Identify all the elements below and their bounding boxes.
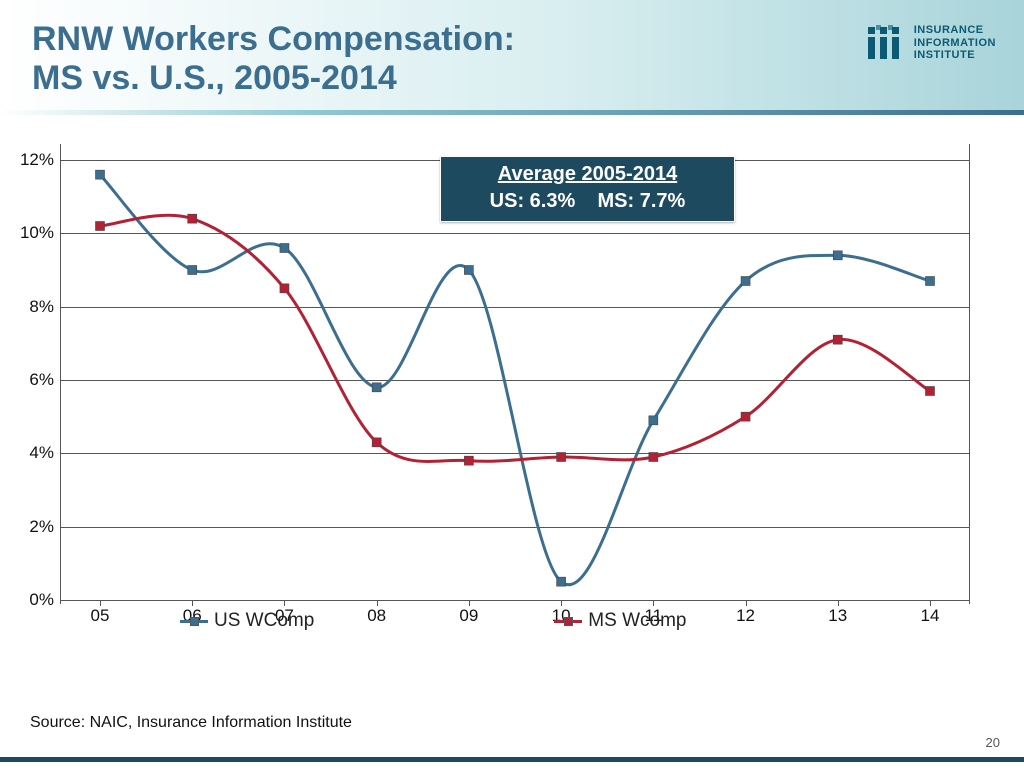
slide-header: RNW Workers Compensation: MS vs. U.S., 2… bbox=[0, 0, 1024, 110]
data-marker bbox=[280, 244, 289, 253]
x-tick-label: 14 bbox=[921, 600, 940, 626]
data-marker bbox=[464, 266, 473, 275]
x-tick-label: 05 bbox=[91, 600, 110, 626]
data-marker bbox=[464, 456, 473, 465]
average-title: Average 2005-2014 bbox=[453, 163, 722, 186]
y-tick-label: 8% bbox=[29, 297, 60, 317]
data-marker bbox=[741, 412, 750, 421]
footer-bar bbox=[0, 757, 1024, 762]
data-marker bbox=[926, 387, 935, 396]
y-tick-label: 0% bbox=[29, 590, 60, 610]
data-marker bbox=[372, 383, 381, 392]
data-marker bbox=[833, 251, 842, 260]
title-line-2: MS vs. U.S., 2005-2014 bbox=[32, 59, 992, 98]
legend-item-us: US WComp bbox=[180, 610, 314, 632]
y-tick-label: 12% bbox=[20, 150, 60, 170]
data-marker bbox=[280, 284, 289, 293]
header-underline bbox=[0, 110, 1024, 115]
logo-text-line: INSURANCE bbox=[914, 24, 996, 37]
logo-text-line: INFORMATION bbox=[914, 37, 996, 50]
iii-logo-text: INSURANCE INFORMATION INSTITUTE bbox=[914, 24, 996, 62]
data-marker bbox=[96, 222, 105, 231]
average-ms: MS: 7.7% bbox=[598, 190, 686, 212]
chart-legend: US WComp MS Wcomp bbox=[180, 610, 880, 632]
y-tick-label: 10% bbox=[20, 223, 60, 243]
logo-text-line: INSTITUTE bbox=[914, 49, 996, 62]
legend-label-us: US WComp bbox=[214, 610, 314, 632]
series-line bbox=[100, 175, 930, 585]
page-number: 20 bbox=[986, 735, 1000, 750]
y-tick-label: 2% bbox=[29, 517, 60, 537]
data-marker bbox=[372, 438, 381, 447]
line-chart: 0%2%4%6%8%10%12%05060708091011121314 bbox=[60, 160, 970, 600]
average-callout-box: Average 2005-2014 US: 6.3% MS: 7.7% bbox=[440, 156, 735, 222]
legend-label-ms: MS Wcomp bbox=[588, 610, 686, 632]
iii-logo: INSURANCE INFORMATION INSTITUTE bbox=[866, 24, 996, 62]
legend-swatch-us bbox=[180, 614, 208, 628]
average-values: US: 6.3% MS: 7.7% bbox=[453, 190, 722, 213]
title-line-1: RNW Workers Compensation: bbox=[32, 20, 992, 59]
average-us: US: 6.3% bbox=[490, 190, 576, 212]
data-marker bbox=[833, 335, 842, 344]
legend-item-ms: MS Wcomp bbox=[554, 610, 686, 632]
y-tick-label: 4% bbox=[29, 443, 60, 463]
legend-swatch-ms bbox=[554, 614, 582, 628]
data-marker bbox=[649, 416, 658, 425]
data-marker bbox=[557, 453, 566, 462]
data-marker bbox=[741, 277, 750, 286]
data-marker bbox=[926, 277, 935, 286]
data-marker bbox=[188, 266, 197, 275]
data-marker bbox=[188, 214, 197, 223]
source-caption: Source: NAIC, Insurance Information Inst… bbox=[30, 714, 352, 732]
y-tick-label: 6% bbox=[29, 370, 60, 390]
data-marker bbox=[649, 453, 658, 462]
iii-logo-icon bbox=[866, 25, 906, 61]
data-marker bbox=[557, 577, 566, 586]
data-marker bbox=[96, 170, 105, 179]
